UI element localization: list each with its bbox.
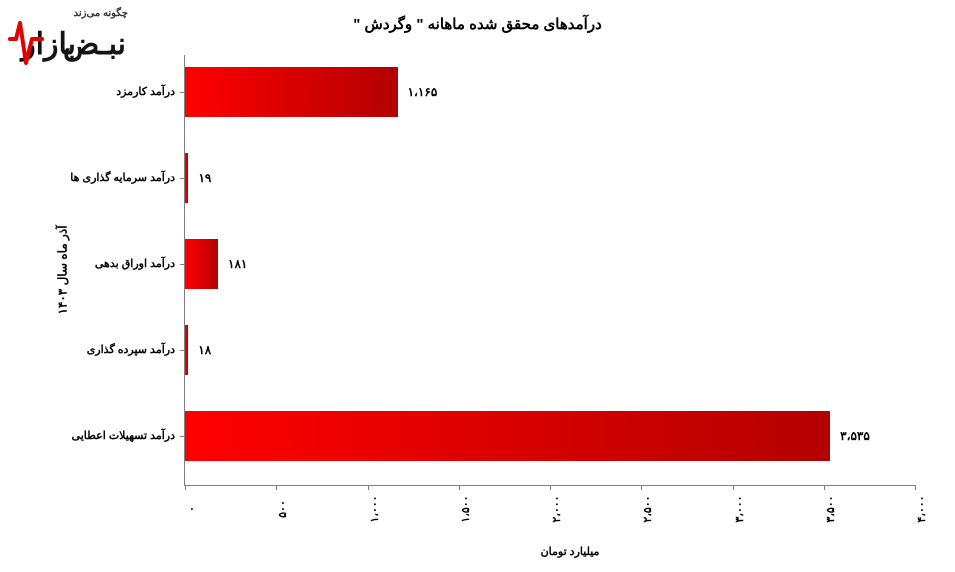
plot-area: ۱،۱۶۵ ۱۹ ۱۸۱ ۱۸ ۳،۵۳۵ [185,55,915,485]
x-tick-label: ۵۰۰ [276,500,289,518]
x-tick-label: ۳،۰۰۰ [733,495,746,522]
bar [185,239,218,289]
x-tick-label: ۰ [185,506,198,512]
bar [185,411,830,461]
x-tick [276,485,277,490]
bar-value-label: ۱۸ [198,343,211,357]
x-tick [641,485,642,490]
bar-row: ۳،۵۳۵ [185,411,915,461]
bar [185,153,188,203]
y-tick [180,350,185,351]
bar-row: ۱،۱۶۵ [185,67,915,117]
category-label: درآمد تسهیلات اعطایی [72,429,175,442]
y-axis-title: آذر ماه سال ۱۴۰۳ [56,225,70,314]
bar-value-label: ۱۸۱ [228,257,247,271]
x-tick-label: ۱،۰۰۰ [368,495,381,522]
x-tick-label: ۲،۰۰۰ [550,495,563,522]
x-tick [824,485,825,490]
bar-row: ۱۸ [185,325,915,375]
category-label: درآمد سرمایه گذاری ها [70,171,175,184]
x-tick [915,485,916,490]
x-tick-label: ۳،۵۰۰ [824,495,837,522]
bar-row: ۱۸۱ [185,239,915,289]
bar-value-label: ۳،۵۳۵ [840,429,870,443]
bar [185,67,398,117]
bar-value-label: ۱۹ [198,171,211,185]
y-tick [180,92,185,93]
x-axis-title: میلیارد تومان [0,545,955,558]
bar [185,325,188,375]
category-label: درآمد اوراق بدهی [95,257,175,270]
x-tick [550,485,551,490]
x-tick [459,485,460,490]
x-tick-label: ۴،۰۰۰ [915,495,928,522]
x-tick [368,485,369,490]
chart-title: درآمدهای محقق شده ماهانه " وگردش " [0,15,955,33]
y-tick [180,264,185,265]
x-tick [733,485,734,490]
bar-row: ۱۹ [185,153,915,203]
x-tick-label: ۱،۵۰۰ [459,495,472,522]
y-tick [180,436,185,437]
category-label: درآمد کارمزد [116,85,175,98]
x-tick [185,485,186,490]
category-label: درآمد سپرده گذاری [87,343,175,356]
bar-value-label: ۱،۱۶۵ [408,85,438,99]
y-tick [180,178,185,179]
x-tick-label: ۲،۵۰۰ [641,495,654,522]
